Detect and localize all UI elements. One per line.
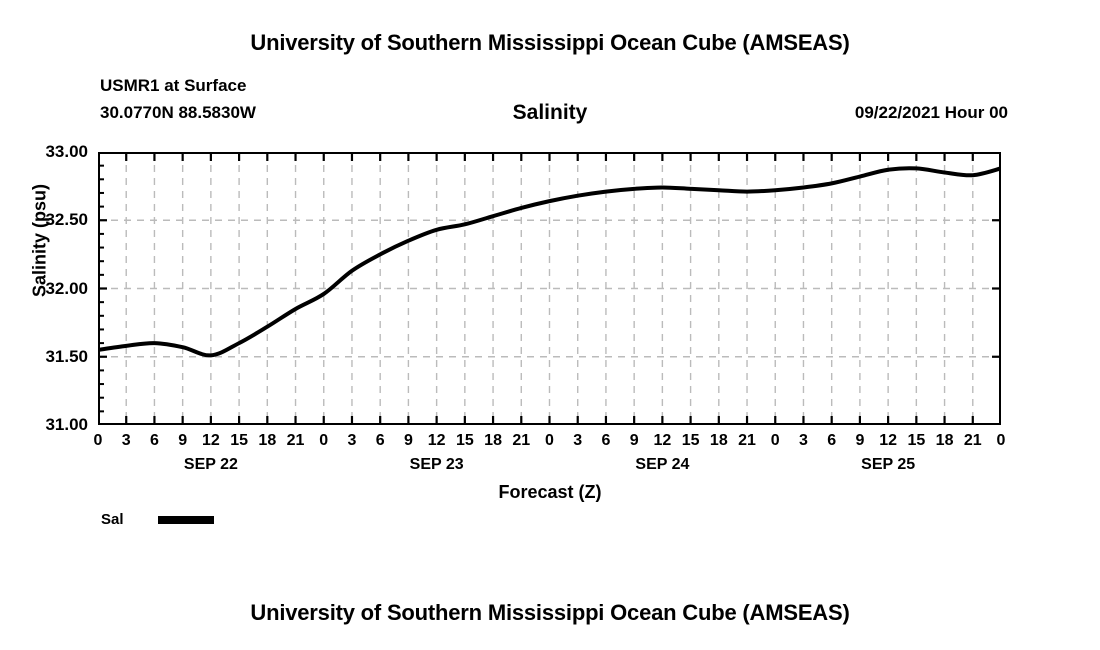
salinity-line-chart [98, 152, 1001, 425]
x-tick-label: 9 [403, 432, 413, 449]
y-tick-label: 31.00 [45, 415, 88, 434]
x-tick-label: 0 [319, 432, 329, 449]
x-tick-label: 6 [149, 432, 159, 449]
coordinates-label: 30.0770N 88.5830W [100, 103, 256, 122]
axis-ticks [98, 152, 1001, 425]
x-tick-label: 3 [121, 432, 131, 449]
x-axis-day-label: SEP 23 [409, 456, 464, 473]
x-tick-label: 21 [963, 432, 982, 449]
plot-area [98, 152, 1001, 425]
x-tick-label: 6 [827, 432, 837, 449]
y-axis-title: Salinity (psu) [29, 184, 50, 298]
x-tick-label: 12 [653, 432, 672, 449]
station-label: USMR1 at Surface [100, 76, 247, 95]
x-tick-label: 0 [93, 432, 103, 449]
x-tick-label: 0 [545, 432, 554, 449]
series-line-sal [98, 166, 1001, 358]
legend-swatch-sal [158, 516, 214, 524]
y-tick-label: 32.50 [45, 210, 88, 230]
variable-title: Salinity [512, 101, 588, 124]
y-tick-label: 31.50 [45, 346, 88, 366]
x-tick-label: 15 [907, 432, 926, 449]
x-tick-label: 3 [573, 432, 583, 449]
x-tick-label: 3 [347, 432, 357, 449]
x-axis-day-label: SEP 24 [635, 456, 690, 473]
x-tick-label: 18 [935, 432, 954, 449]
x-tick-label: 21 [286, 432, 305, 449]
x-tick-label: 9 [178, 432, 188, 449]
x-tick-label: 15 [681, 432, 700, 449]
x-tick-label: 21 [738, 432, 756, 449]
gridlines [98, 152, 1001, 425]
page-title-top: University of Southern Mississippi Ocean… [250, 30, 850, 55]
page-title-bottom: University of Southern Mississippi Ocean… [250, 600, 850, 625]
x-tick-label: 0 [996, 432, 1006, 449]
x-tick-label: 15 [455, 432, 474, 449]
y-tick-label: 33.00 [45, 142, 88, 161]
x-axis-day-label: SEP 22 [183, 456, 238, 473]
x-tick-label: 9 [855, 432, 865, 449]
x-tick-label: 6 [601, 432, 611, 449]
y-tick-label: 32.00 [45, 278, 88, 298]
legend-label-sal: Sal [101, 511, 124, 528]
model-run-label: 09/22/2021 Hour 00 [854, 103, 1008, 122]
x-tick-label: 15 [230, 432, 248, 449]
x-tick-label: 12 [879, 432, 898, 449]
x-tick-label: 9 [629, 432, 639, 449]
x-axis-title: Forecast (Z) [498, 482, 602, 502]
x-axis-day-label: SEP 25 [861, 456, 916, 473]
x-tick-label: 0 [770, 432, 780, 449]
x-tick-label: 18 [709, 432, 728, 449]
x-tick-label: 12 [427, 432, 446, 449]
x-tick-label: 12 [201, 432, 220, 449]
x-tick-label: 3 [799, 432, 808, 449]
x-tick-label: 6 [375, 432, 385, 449]
x-tick-label: 18 [484, 432, 502, 449]
x-tick-label: 21 [512, 432, 531, 449]
x-tick-label: 18 [258, 432, 277, 449]
